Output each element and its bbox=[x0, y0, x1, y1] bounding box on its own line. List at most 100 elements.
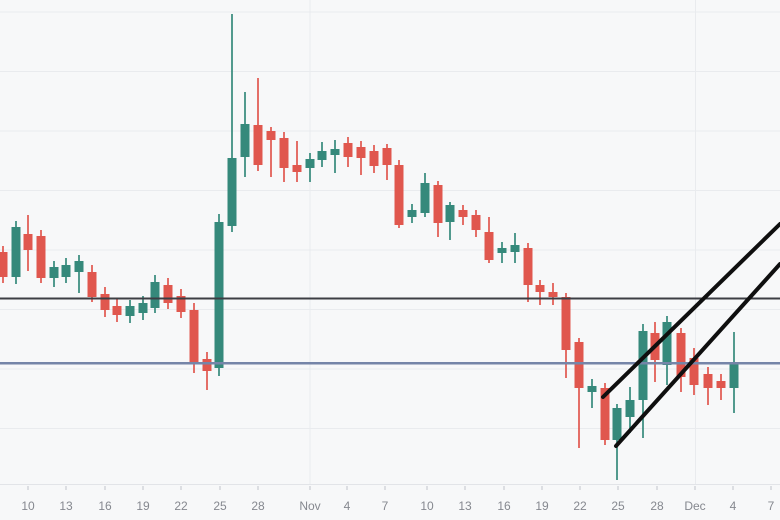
candle bbox=[458, 205, 468, 225]
candle bbox=[394, 160, 404, 228]
candle bbox=[112, 298, 122, 322]
candle bbox=[343, 137, 353, 167]
candle bbox=[356, 141, 366, 175]
candle-body bbox=[125, 306, 135, 316]
candle bbox=[548, 283, 558, 305]
candle-body bbox=[535, 285, 545, 292]
candle-body bbox=[689, 358, 699, 385]
candle bbox=[36, 230, 46, 283]
candle-body bbox=[716, 381, 726, 388]
candle-body bbox=[703, 374, 713, 388]
candle bbox=[484, 217, 494, 263]
candle-body bbox=[227, 158, 237, 226]
candle-body bbox=[382, 148, 392, 165]
candle bbox=[433, 181, 443, 237]
candle-body bbox=[11, 227, 21, 277]
candle bbox=[369, 145, 379, 173]
x-axis-label: 25 bbox=[213, 499, 227, 513]
candle bbox=[61, 258, 71, 283]
candle-body bbox=[49, 267, 59, 278]
candle-body bbox=[163, 285, 173, 303]
candle-body bbox=[253, 125, 263, 165]
candle-body bbox=[612, 408, 622, 440]
x-axis-label: 16 bbox=[98, 499, 112, 513]
candle bbox=[240, 92, 250, 177]
x-axis-label: 13 bbox=[59, 499, 73, 513]
candle-body bbox=[561, 297, 571, 350]
candle bbox=[0, 246, 8, 283]
x-axis-label: Nov bbox=[299, 499, 320, 513]
candle bbox=[523, 243, 533, 302]
x-axis-label: 10 bbox=[21, 499, 35, 513]
candle bbox=[382, 144, 392, 180]
candle bbox=[253, 78, 263, 171]
candle bbox=[587, 379, 597, 408]
candle bbox=[138, 296, 148, 320]
x-axis-label: 19 bbox=[535, 499, 549, 513]
candle bbox=[445, 202, 455, 240]
candle-body bbox=[458, 210, 468, 217]
candle bbox=[279, 132, 289, 182]
candle bbox=[202, 352, 212, 390]
candle bbox=[292, 141, 302, 182]
candle bbox=[420, 173, 430, 217]
candle-body bbox=[510, 245, 520, 252]
candle-body bbox=[394, 165, 404, 225]
candle bbox=[330, 140, 340, 173]
x-axis-label: 4 bbox=[730, 499, 737, 513]
candle-body bbox=[202, 359, 212, 371]
candle-body bbox=[343, 143, 353, 157]
candle-body bbox=[587, 386, 597, 392]
candle bbox=[100, 287, 110, 317]
channel-trendline-upper[interactable] bbox=[601, 222, 780, 399]
candle-body bbox=[420, 183, 430, 213]
candle-body bbox=[484, 232, 494, 260]
candle-body bbox=[305, 159, 315, 168]
candle-body bbox=[36, 236, 46, 278]
candle bbox=[407, 204, 417, 223]
candle-body bbox=[523, 248, 533, 285]
candle bbox=[74, 255, 84, 293]
x-axis-label: 19 bbox=[136, 499, 150, 513]
candle bbox=[716, 374, 726, 400]
candle-body bbox=[548, 292, 558, 297]
candle bbox=[689, 348, 699, 395]
candle bbox=[497, 242, 507, 263]
candle-body bbox=[471, 215, 481, 230]
candle bbox=[214, 214, 224, 376]
x-axis-label: 10 bbox=[420, 499, 434, 513]
candle bbox=[662, 316, 672, 385]
candle-body bbox=[292, 165, 302, 172]
candle-body bbox=[330, 149, 340, 155]
candle-body bbox=[638, 331, 648, 400]
x-axis-label: 7 bbox=[382, 499, 389, 513]
candle bbox=[189, 303, 199, 373]
x-axis-label: 13 bbox=[458, 499, 472, 513]
candle bbox=[125, 300, 135, 323]
candle-body bbox=[176, 296, 186, 312]
candle-body bbox=[74, 261, 84, 272]
candle bbox=[703, 367, 713, 405]
x-axis-label: 28 bbox=[650, 499, 664, 513]
candle bbox=[729, 332, 739, 413]
candle-body bbox=[625, 400, 635, 417]
x-axis-label: 28 bbox=[251, 499, 265, 513]
candle-body bbox=[266, 131, 276, 140]
channel-trendline-lower[interactable] bbox=[614, 262, 780, 448]
candle-body bbox=[433, 185, 443, 223]
candle bbox=[305, 153, 315, 182]
candle bbox=[176, 289, 186, 318]
candle-body bbox=[676, 333, 686, 377]
candle bbox=[574, 338, 584, 448]
candle-body bbox=[100, 294, 110, 310]
candle bbox=[87, 265, 97, 302]
candle bbox=[49, 261, 59, 287]
candle-body bbox=[729, 364, 739, 388]
candle-body bbox=[369, 151, 379, 166]
candle-body bbox=[662, 322, 672, 365]
candle bbox=[676, 328, 686, 392]
candle-body bbox=[61, 265, 71, 277]
